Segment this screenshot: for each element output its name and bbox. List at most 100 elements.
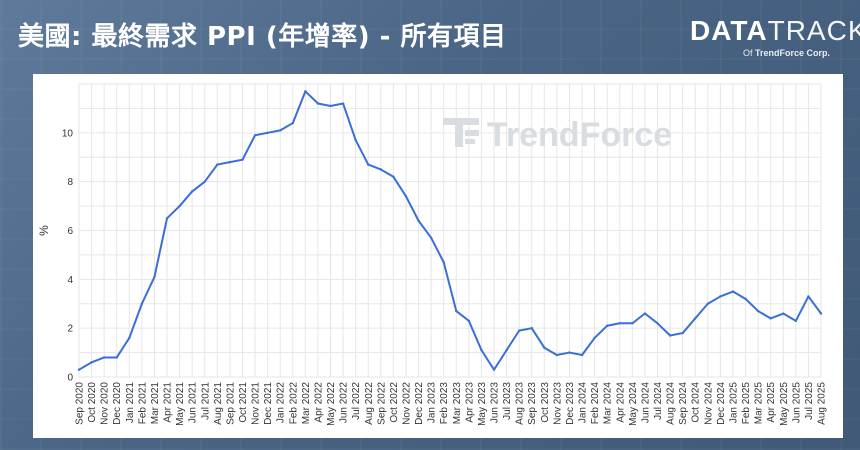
data-point [517, 329, 521, 332]
data-point [593, 336, 596, 340]
data-point [530, 326, 533, 330]
x-tick-label: Sep 2022 [376, 382, 387, 425]
x-tick-label: Feb 2025 [741, 382, 752, 425]
watermark-icon [443, 118, 479, 147]
x-tick-label: Aug 2023 [515, 382, 526, 425]
x-tick-label: May 2022 [326, 382, 337, 426]
x-tick-label: Dec 2021 [263, 382, 274, 425]
data-point [819, 312, 823, 315]
x-tick-label: Nov 2020 [100, 382, 111, 425]
x-tick-label: Jul 2024 [653, 382, 664, 420]
x-tick-label: Jan 2025 [728, 382, 739, 424]
data-point [731, 290, 735, 293]
x-tick-label: Mar 2022 [301, 382, 312, 425]
data-point [291, 121, 294, 125]
y-tick-label: 2 [67, 324, 73, 335]
data-point [128, 336, 131, 340]
data-point [694, 317, 697, 320]
data-point [807, 295, 810, 298]
x-tick-label: Oct 2023 [540, 382, 551, 423]
axes: 0 2 4 6 8 10% Sep 2020 Oct 2020 Nov 2020 Dec 2020… [37, 128, 828, 426]
x-tick-label: Mar 2021 [150, 382, 161, 425]
y-tick-label: 6 [67, 226, 73, 237]
data-point [429, 236, 433, 240]
x-tick-label: Jan 2024 [578, 382, 589, 424]
data-point [329, 104, 332, 108]
x-tick-label: Jul 2022 [351, 382, 362, 420]
y-tick-label: 4 [67, 275, 73, 286]
x-tick-label: Jun 2025 [791, 382, 802, 424]
x-tick-label: Feb 2024 [590, 382, 601, 425]
data-point [668, 334, 672, 337]
x-tick-label: Apr 2023 [464, 382, 475, 423]
x-tick-label: Mar 2024 [603, 382, 614, 425]
x-tick-label: Feb 2021 [137, 382, 148, 425]
data-point [643, 312, 647, 315]
x-tick-label: Feb 2022 [288, 382, 299, 425]
data-point [618, 322, 621, 325]
x-tick-label: Apr 2021 [163, 382, 174, 423]
x-tick-label: Dec 2022 [414, 382, 425, 425]
x-tick-label: May 2023 [477, 382, 488, 426]
x-tick-label: Aug 2025 [817, 382, 828, 425]
data-point [178, 204, 181, 208]
watermark: TrendForce [443, 116, 672, 154]
x-tick-label: Jan 2023 [427, 382, 438, 424]
data-point [203, 180, 206, 183]
data-point [580, 353, 584, 357]
data-point [442, 261, 445, 264]
x-tick-label: Sep 2024 [678, 382, 689, 425]
data-point [153, 275, 156, 279]
data-point [719, 295, 722, 298]
data-point [77, 368, 81, 371]
watermark-text: TrendForce [487, 116, 672, 154]
logo-subtitle: Of TrendForce Corp. [690, 48, 830, 58]
x-tick-label: Apr 2022 [313, 382, 324, 423]
series-layer [77, 90, 823, 371]
x-tick-label: May 2021 [175, 382, 186, 426]
x-tick-label: Apr 2025 [766, 382, 777, 423]
data-point [228, 160, 232, 164]
x-tick-label: Mar 2023 [452, 382, 463, 425]
x-tick-label: May 2024 [628, 382, 639, 426]
data-point [241, 158, 244, 161]
x-tick-label: Sep 2023 [527, 382, 538, 425]
x-tick-label: Dec 2020 [112, 382, 123, 425]
chart-panel: TrendForce 0 2 4 6 8 10% Sep 2020 Oct 2020 Nov 2… [33, 74, 843, 438]
chart-title: 美國: 最終需求 PPI (年增率) - 所有項目 [18, 22, 507, 52]
logo-wordmark-light: TRACK [767, 15, 860, 46]
x-tick-label: Oct 2024 [691, 382, 702, 423]
x-tick-label: Jan 2021 [125, 382, 136, 424]
data-point [266, 131, 269, 135]
data-point [505, 348, 508, 352]
data-point [190, 190, 194, 193]
data-point [681, 331, 684, 335]
grid [78, 83, 822, 378]
x-tick-label: Sep 2021 [225, 382, 236, 425]
data-point [140, 302, 144, 305]
y-tick-label: 8 [67, 177, 73, 188]
data-point [555, 353, 559, 357]
x-tick-label: Dec 2023 [565, 382, 576, 425]
data-point [216, 163, 219, 166]
logo-sub-prefix: Of [742, 48, 753, 58]
x-tick-label: Mar 2025 [754, 382, 765, 425]
x-tick-label: Nov 2022 [401, 382, 412, 425]
data-point [316, 102, 320, 105]
x-tick-label: May 2025 [779, 382, 790, 426]
data-point [115, 356, 118, 359]
data-point [467, 319, 471, 323]
x-tick-label: Oct 2020 [87, 382, 98, 423]
y-tick-label: 10 [62, 128, 74, 139]
x-tick-label: Jul 2023 [502, 382, 513, 420]
data-point [165, 217, 169, 220]
x-tick-label: Sep 2020 [75, 382, 86, 425]
x-tick-label: Feb 2023 [439, 382, 450, 425]
data-point [404, 195, 408, 198]
data-point [392, 175, 395, 178]
data-point [253, 134, 257, 137]
data-point [341, 102, 345, 105]
x-tick-label: Apr 2024 [615, 382, 626, 423]
data-point [279, 129, 282, 132]
